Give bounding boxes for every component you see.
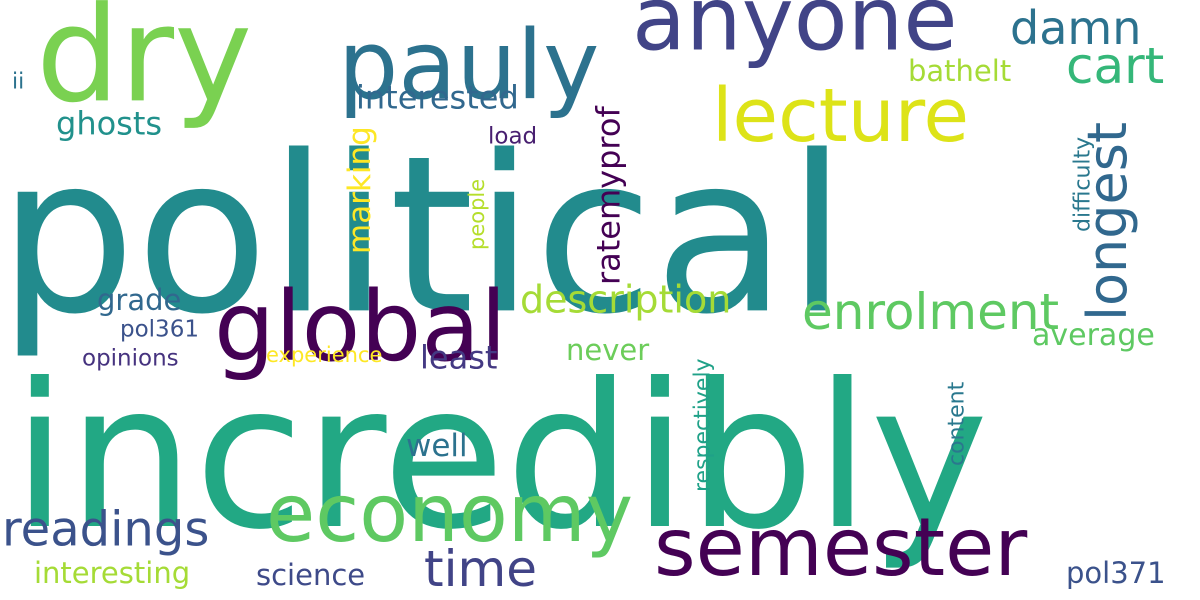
word-science: science xyxy=(256,557,366,592)
word-difficulty: difficulty xyxy=(1070,136,1096,232)
word-damn: damn xyxy=(1010,1,1142,56)
word-interesting: interesting xyxy=(34,555,191,590)
word-incredibly: incredibly xyxy=(12,341,989,574)
word-opinions: opinions xyxy=(82,345,179,372)
word-economy: economy xyxy=(266,467,634,560)
word-ii: ii xyxy=(12,69,25,95)
word-ghosts: ghosts xyxy=(56,104,163,143)
word-semester: semester xyxy=(654,501,1028,594)
word-content: content xyxy=(944,381,970,466)
word-average: average xyxy=(1032,318,1155,353)
word-pauly: pauly xyxy=(338,11,600,121)
word-description: description xyxy=(520,277,732,322)
word-enrolment: enrolment xyxy=(802,283,1060,341)
word-people: people xyxy=(465,178,490,250)
word-political: political xyxy=(0,110,848,363)
word-pol371: pol371 xyxy=(1066,555,1166,590)
word-interested: interested xyxy=(356,78,519,117)
word-load: load xyxy=(488,123,538,150)
word-well: well xyxy=(406,428,468,465)
word-global: global xyxy=(214,271,507,384)
word-anyone: anyone xyxy=(632,0,958,71)
word-readings: readings xyxy=(2,501,210,558)
word-respectively: respectively xyxy=(690,358,716,492)
word-experience: experience xyxy=(266,343,383,368)
word-grade: grade xyxy=(97,282,182,317)
word-pol361: pol361 xyxy=(120,316,199,343)
word-least: least xyxy=(420,338,498,377)
word-lecture: lecture xyxy=(712,72,970,159)
word-never: never xyxy=(566,332,650,367)
word-ratemyprof: ratemyprof xyxy=(589,106,628,285)
word-time: time xyxy=(424,540,537,598)
word-bathelt: bathelt xyxy=(908,53,1012,88)
word-marking: marking xyxy=(342,126,379,254)
word-dry: dry xyxy=(36,0,253,133)
word-cart: cart xyxy=(1066,37,1165,95)
